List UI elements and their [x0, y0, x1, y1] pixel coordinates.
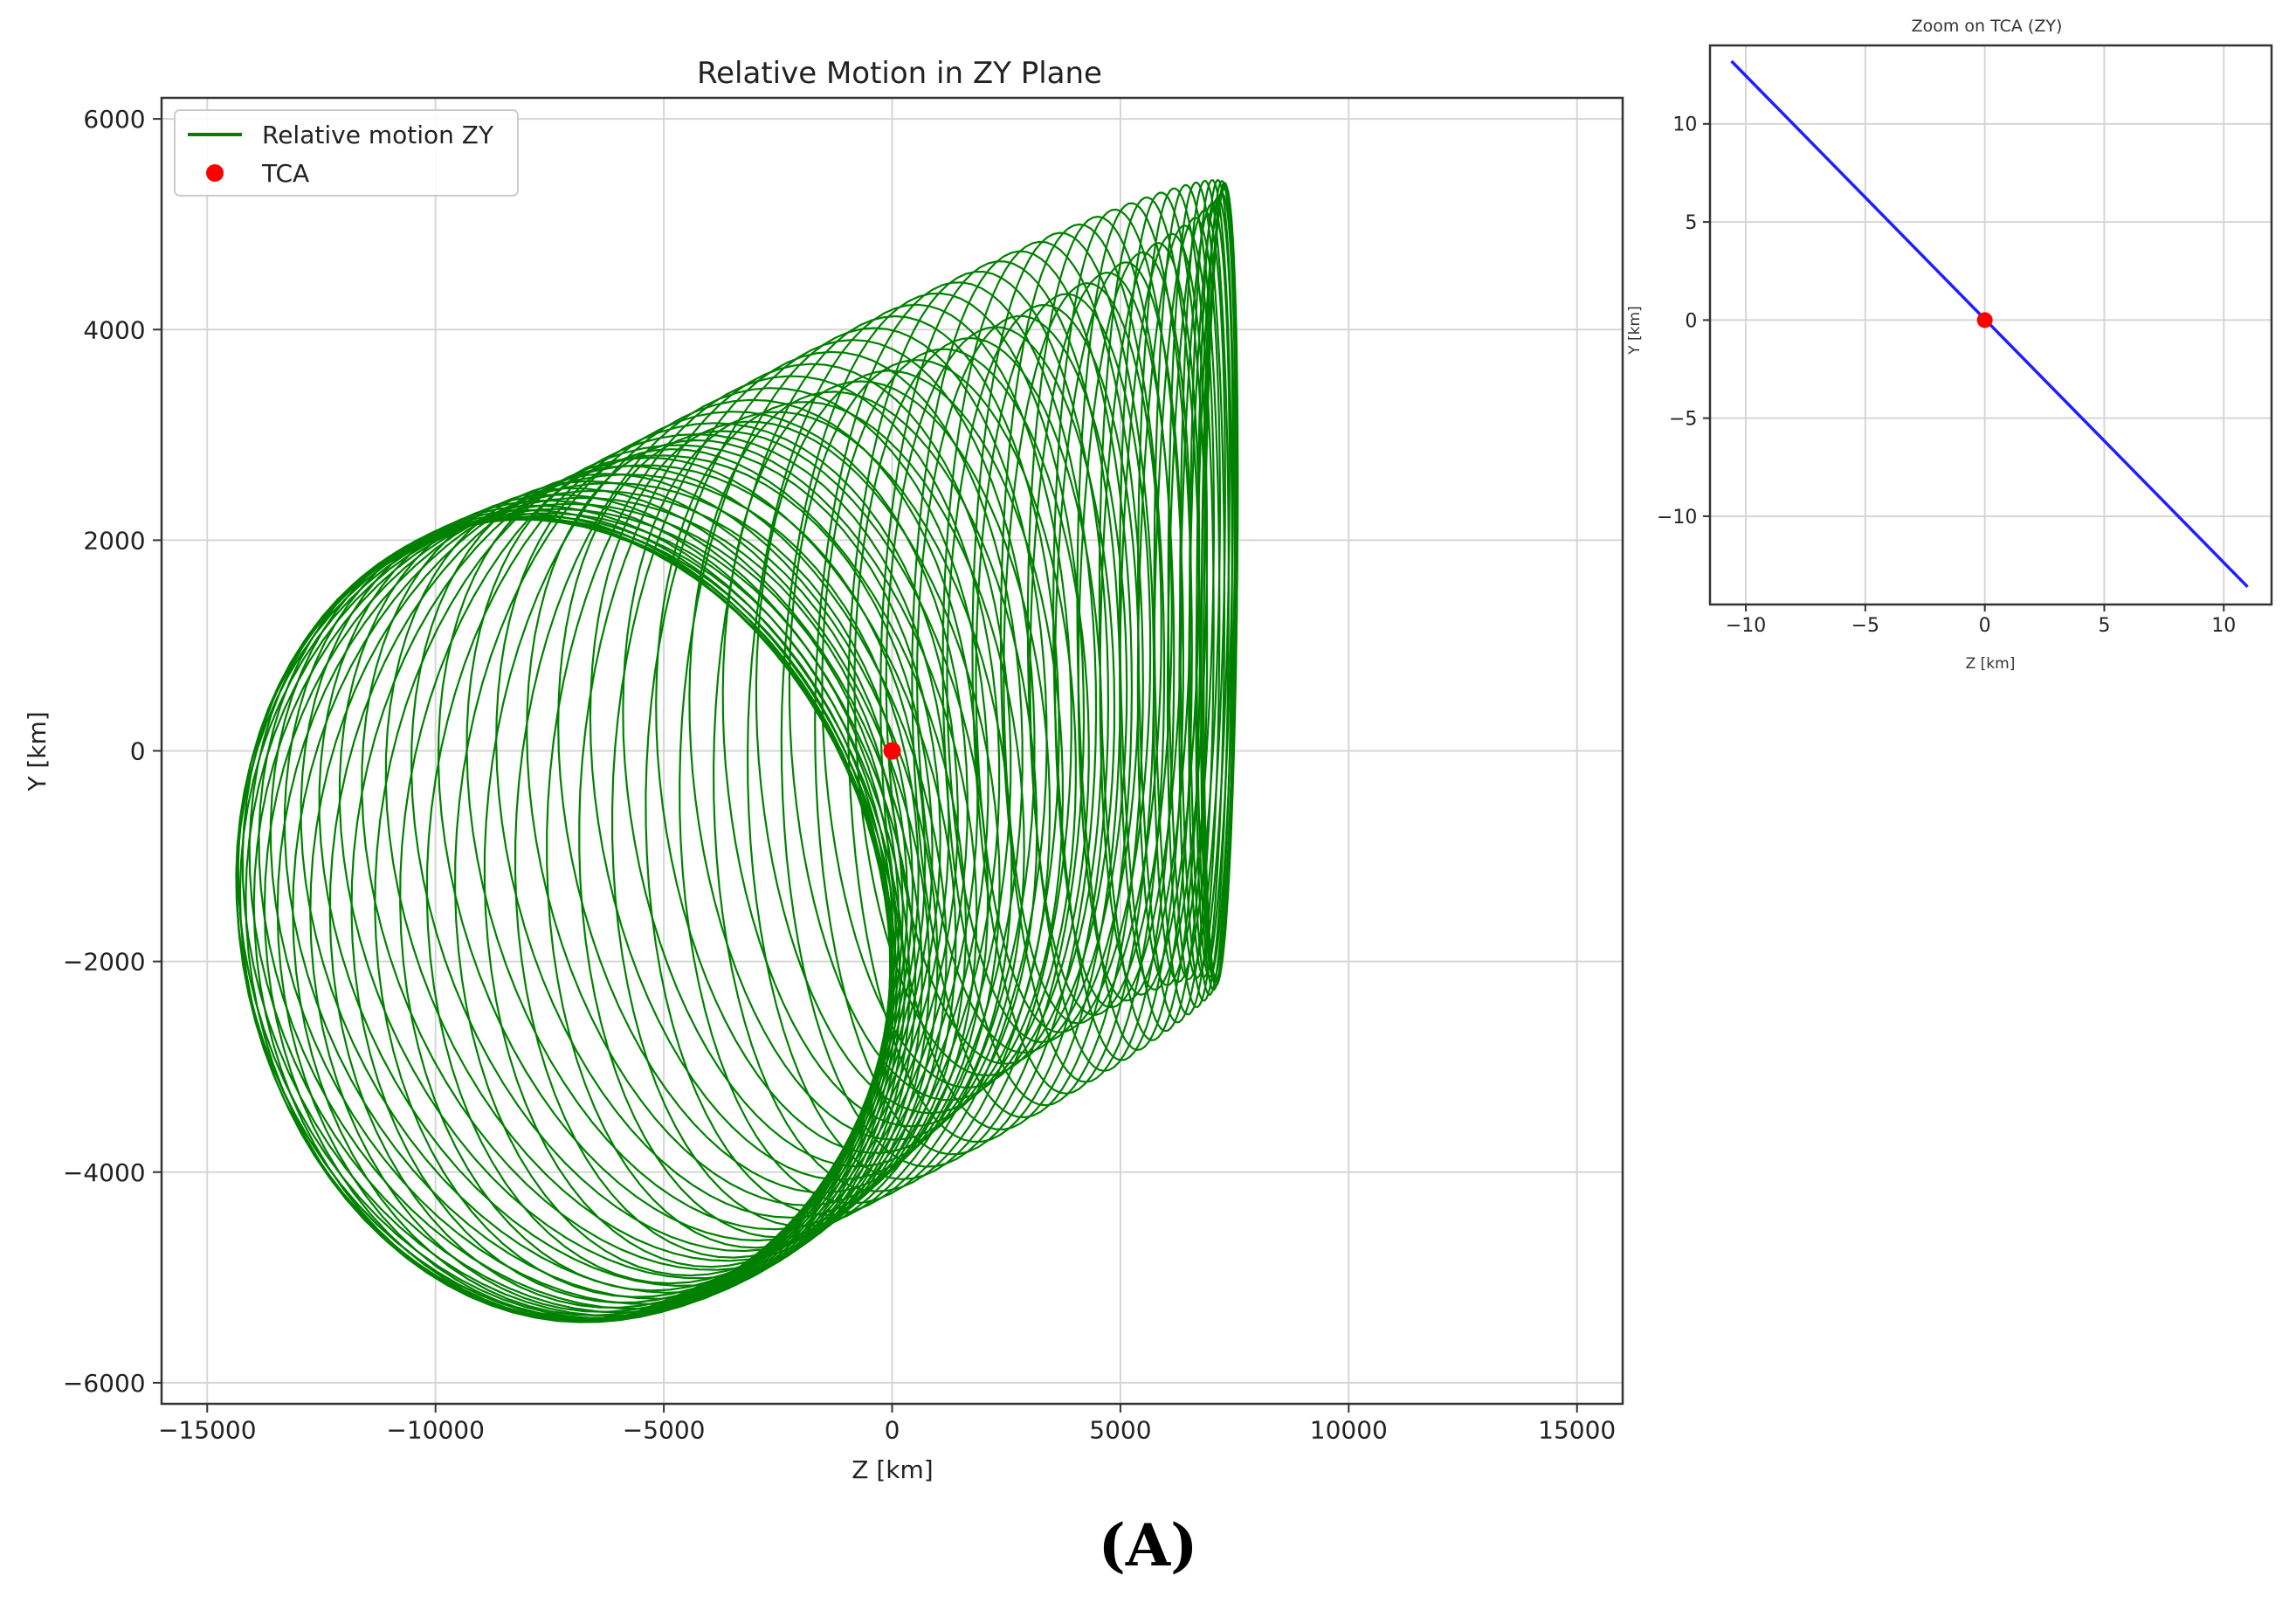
y-tick-label: −10 [1657, 507, 1697, 529]
relative-motion-loop [589, 420, 1001, 1181]
relative-motion-loop [1166, 209, 1226, 981]
y-tick-label: 10 [1672, 114, 1697, 136]
zoom-y-axis-label: Y [km] [1626, 306, 1644, 355]
relative-motion-loop [245, 508, 897, 1323]
main-legend: Relative motion ZY TCA [174, 109, 519, 197]
relative-motion-loop [1136, 224, 1215, 987]
x-tick-label: 10 [2211, 615, 2236, 637]
y-tick-label: −6000 [63, 1369, 146, 1398]
main-chart-title: Relative Motion in ZY Plane [697, 56, 1102, 91]
relative-motion-loop [437, 465, 948, 1242]
zoom-axis-ticks: −10 −5 0 5 10 −10 −5 0 5 10 [1657, 114, 2236, 637]
main-x-axis-label: Z [km] [852, 1455, 933, 1484]
main-y-axis-label: Y [km] [23, 711, 52, 791]
relative-motion-loop [276, 489, 908, 1319]
relative-motion-loop [611, 350, 1024, 1228]
relative-motion-loop [1152, 216, 1222, 984]
relative-motion-loop [1195, 191, 1237, 978]
relative-motion-loop [237, 518, 892, 1320]
relative-motion-loop [1099, 241, 1201, 996]
relative-motion-zy-series [235, 179, 1239, 1323]
relative-motion-loop [712, 314, 1060, 1192]
relative-motion-loop [911, 250, 1134, 1119]
x-tick-label: 0 [1979, 615, 1991, 637]
relative-motion-loop [1003, 281, 1162, 1025]
relative-motion-loop [853, 336, 1103, 1077]
relative-motion-loop [235, 517, 892, 1322]
relative-motion-loop [655, 401, 1025, 1154]
relative-motion-loop [399, 432, 950, 1292]
x-tick-label: −5 [1851, 615, 1879, 637]
relative-motion-loop [526, 439, 978, 1206]
relative-motion-loop [465, 456, 957, 1231]
relative-motion-loop [1026, 215, 1176, 1073]
relative-motion-loop [252, 502, 900, 1323]
relative-motion-loop [1119, 232, 1209, 992]
legend-box [174, 109, 519, 197]
x-tick-label: −15000 [158, 1415, 257, 1444]
relative-motion-loop [235, 517, 892, 1322]
y-tick-label: 6000 [83, 105, 145, 134]
relative-motion-loop [645, 338, 1036, 1217]
relative-motion-loop [1178, 203, 1231, 979]
relative-motion-loop [885, 326, 1116, 1065]
relative-motion-loop [622, 411, 1013, 1168]
main-chart: Relative Motion in ZY Plane −15000 −10000… [23, 56, 1624, 1484]
x-tick-label: 5 [2098, 615, 2110, 637]
x-tick-label: −10 [1726, 615, 1766, 637]
y-tick-label: −4000 [63, 1158, 146, 1187]
zoom-tca-point [1976, 312, 1993, 328]
relative-motion-loop [746, 303, 1072, 1180]
x-tick-label: −10000 [386, 1415, 485, 1444]
relative-motion-loop [946, 303, 1141, 1044]
legend-label-relative-motion: Relative motion ZY [262, 121, 494, 149]
relative-motion-loop [514, 387, 989, 1259]
x-tick-label: −5000 [623, 1415, 706, 1444]
legend-label-tca: TCA [261, 159, 309, 188]
zoom-x-axis-label: Z [km] [1966, 655, 2016, 673]
y-tick-label: 0 [1685, 310, 1697, 332]
relative-motion-loop [1076, 202, 1193, 1052]
relative-motion-loop [557, 430, 989, 1194]
relative-motion-loop [241, 518, 892, 1317]
relative-motion-loop [915, 314, 1128, 1054]
panel-label: (A) [1098, 1511, 1198, 1579]
x-tick-label: 10000 [1310, 1415, 1388, 1444]
x-tick-label: 15000 [1538, 1415, 1616, 1444]
zoom-chart: Zoom on TCA (ZY) −10 −5 0 5 10 −10 −5 0 5 10 Z [k… [1626, 17, 2273, 673]
relative-motion-loop [410, 473, 939, 1253]
relative-motion-loop [1200, 187, 1238, 979]
zoom-chart-title: Zoom on TCA (ZY) [1912, 17, 2063, 36]
x-tick-label: 5000 [1089, 1415, 1151, 1444]
relative-motion-loop [1029, 271, 1173, 1016]
tca-series [883, 742, 901, 760]
y-tick-label: −2000 [63, 948, 146, 977]
relative-motion-loop [814, 281, 1098, 1156]
tca-point [883, 742, 901, 760]
relative-motion-loop [780, 292, 1086, 1168]
legend-point-swatch [206, 164, 224, 182]
y-tick-label: 2000 [83, 526, 145, 555]
relative-motion-loop [971, 231, 1155, 1095]
relative-motion-loop [1077, 251, 1192, 1002]
x-tick-label: 0 [885, 1415, 900, 1444]
relative-motion-loop [283, 508, 901, 1300]
relative-motion-loop [1051, 208, 1185, 1061]
y-tick-label: 0 [130, 737, 146, 766]
relative-motion-loop [1053, 261, 1183, 1009]
y-tick-label: 5 [1685, 212, 1697, 234]
zoom-tca-series [1976, 312, 1993, 328]
y-tick-label: 4000 [83, 315, 145, 344]
y-tick-label: −5 [1669, 409, 1697, 431]
relative-motion-loop [821, 348, 1090, 1089]
main-axis-ticks: −15000 −10000 −5000 0 5000 10000 15000 −6000 −40… [63, 105, 1616, 1444]
zoom-plot-frame [1708, 44, 2273, 606]
relative-motion-loop [975, 293, 1152, 1033]
